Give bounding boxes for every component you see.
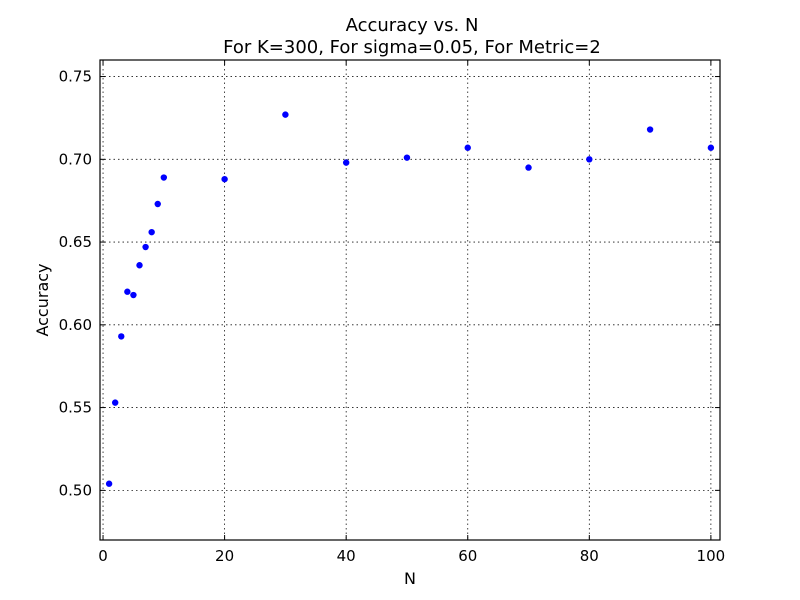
y-axis-label: Accuracy: [33, 263, 52, 336]
data-point: [142, 243, 149, 251]
y-tick-label: 0.70: [59, 150, 92, 168]
y-tick-label: 0.65: [59, 233, 92, 251]
x-tick-label: 20: [215, 547, 234, 565]
y-tick-labels: 0.50 0.55 0.60 0.65 0.70 0.75: [59, 68, 92, 500]
data-point: [282, 111, 289, 118]
data-point: [118, 333, 125, 340]
data-point: [124, 288, 131, 295]
data-point: [148, 228, 155, 236]
data-point: [105, 480, 113, 487]
chart-title: Accuracy vs. N: [346, 15, 479, 36]
data-point: [464, 144, 471, 151]
y-tick-label: 0.55: [59, 399, 92, 417]
data-point: [646, 126, 654, 133]
y-tick-label: 0.75: [59, 68, 92, 86]
data-point: [160, 174, 168, 181]
y-tick-label: 0.50: [59, 481, 92, 499]
x-tick-label: 0: [98, 547, 108, 565]
data-points: [105, 111, 715, 487]
data-point: [221, 175, 228, 183]
data-point: [525, 164, 532, 171]
data-point: [154, 200, 161, 208]
data-point: [403, 154, 411, 161]
x-axis-label: N: [404, 569, 416, 588]
data-point: [342, 159, 350, 166]
y-tick-label: 0.60: [59, 316, 92, 334]
x-tick-labels: 0 20 40 60 80 100: [98, 547, 725, 565]
data-point: [707, 144, 715, 151]
x-tick-label: 60: [458, 547, 477, 565]
axis-ticks: [100, 60, 720, 540]
x-tick-label: 40: [337, 547, 356, 565]
data-point: [130, 291, 137, 299]
plot-frame: [99, 59, 721, 541]
grid-lines: [100, 60, 720, 540]
data-point: [111, 399, 119, 406]
data-point: [586, 156, 593, 163]
x-tick-label: 80: [580, 547, 599, 565]
chart-subtitle: For K=300, For sigma=0.05, For Metric=2: [223, 37, 601, 58]
x-tick-label: 100: [697, 547, 726, 565]
data-point: [136, 262, 143, 269]
